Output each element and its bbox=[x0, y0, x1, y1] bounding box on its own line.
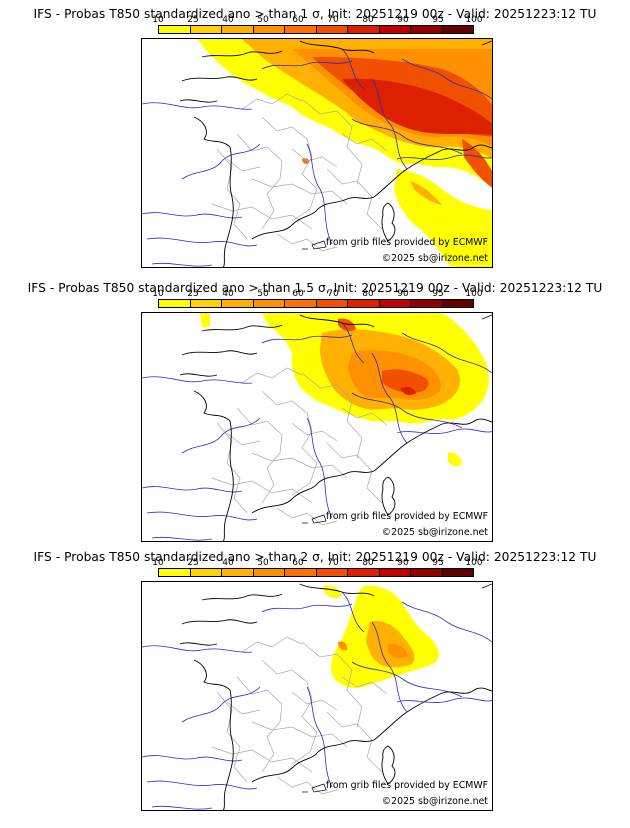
colorbar-segment bbox=[222, 26, 254, 33]
tick-label: 70 bbox=[327, 15, 339, 25]
colorbar-segment bbox=[379, 26, 411, 33]
colorbar-segment bbox=[190, 569, 222, 576]
tick-label: 100 bbox=[465, 289, 483, 299]
colorbar-ticks: 10 25 40 50 60 70 80 90 95 100 bbox=[152, 558, 482, 568]
tick-label: 60 bbox=[292, 289, 304, 299]
tick-label: 50 bbox=[257, 289, 269, 299]
colorbar-segment bbox=[285, 569, 317, 576]
panel-1: IFS - Probas T850 standardized ano > tha… bbox=[0, 0, 630, 268]
colorbar-segment bbox=[348, 569, 380, 576]
panel-title: IFS - Probas T850 standardized ano > tha… bbox=[33, 550, 597, 564]
colorbar bbox=[158, 299, 474, 308]
colorbar-segment bbox=[442, 26, 473, 33]
colorbar-segment bbox=[316, 569, 348, 576]
colorbar-segment bbox=[253, 569, 285, 576]
colorbar bbox=[158, 568, 474, 577]
colorbar-segment bbox=[159, 300, 191, 307]
tick-label: 80 bbox=[362, 558, 374, 568]
tick-label: 25 bbox=[187, 558, 199, 568]
tick-label: 70 bbox=[327, 289, 339, 299]
tick-label: 25 bbox=[187, 15, 199, 25]
tick-label: 60 bbox=[292, 15, 304, 25]
tick-label: 40 bbox=[222, 558, 234, 568]
colorbar-segment bbox=[190, 300, 222, 307]
probability-map: from grib files provided by ECMWF ©2025 … bbox=[141, 312, 493, 542]
colorbar-segment bbox=[190, 26, 222, 33]
tick-label: 90 bbox=[397, 15, 409, 25]
tick-label: 80 bbox=[362, 289, 374, 299]
panel-2: IFS - Probas T850 standardized ano > tha… bbox=[0, 274, 630, 542]
tick-label: 90 bbox=[397, 558, 409, 568]
colorbar-segment bbox=[159, 569, 191, 576]
tick-label: 50 bbox=[257, 558, 269, 568]
colorbar-segment bbox=[442, 300, 473, 307]
tick-label: 95 bbox=[432, 15, 444, 25]
copyright: ©2025 sb@irizone.net bbox=[381, 527, 488, 538]
tick-label: 90 bbox=[397, 289, 409, 299]
colorbar-segment bbox=[285, 26, 317, 33]
colorbar-segment bbox=[222, 569, 254, 576]
data-credit: from grib files provided by ECMWF bbox=[325, 780, 488, 791]
tick-label: 100 bbox=[465, 15, 483, 25]
colorbar-segment bbox=[253, 26, 285, 33]
colorbar-segment bbox=[316, 26, 348, 33]
data-credit: from grib files provided by ECMWF bbox=[325, 237, 488, 248]
colorbar-segment bbox=[411, 300, 443, 307]
colorbar-segment bbox=[348, 300, 380, 307]
data-credit: from grib files provided by ECMWF bbox=[325, 511, 488, 522]
tick-label: 50 bbox=[257, 15, 269, 25]
tick-label: 10 bbox=[152, 558, 164, 568]
colorbar-segment bbox=[222, 300, 254, 307]
copyright: ©2025 sb@irizone.net bbox=[381, 253, 488, 264]
colorbar-ticks: 10 25 40 50 60 70 80 90 95 100 bbox=[152, 289, 482, 299]
colorbar-segment bbox=[316, 300, 348, 307]
panel-3: IFS - Probas T850 standardized ano > tha… bbox=[0, 543, 630, 811]
probability-field bbox=[324, 585, 439, 688]
panel-title: IFS - Probas T850 standardized ano > tha… bbox=[27, 281, 603, 295]
tick-label: 40 bbox=[222, 289, 234, 299]
tick-label: 60 bbox=[292, 558, 304, 568]
tick-label: 25 bbox=[187, 289, 199, 299]
colorbar-segment bbox=[285, 300, 317, 307]
colorbar-segment bbox=[253, 300, 285, 307]
probability-field bbox=[200, 313, 489, 467]
tick-label: 70 bbox=[327, 558, 339, 568]
tick-label: 10 bbox=[152, 289, 164, 299]
colorbar-segment bbox=[348, 26, 380, 33]
probability-field bbox=[197, 39, 492, 267]
tick-label: 80 bbox=[362, 15, 374, 25]
tick-label: 100 bbox=[465, 558, 483, 568]
tick-label: 40 bbox=[222, 15, 234, 25]
probability-map: from grib files provided by ECMWF ©2025 … bbox=[141, 38, 493, 268]
colorbar-segment bbox=[411, 26, 443, 33]
tick-label: 95 bbox=[432, 558, 444, 568]
probability-map: from grib files provided by ECMWF ©2025 … bbox=[141, 581, 493, 811]
colorbar-segment bbox=[442, 569, 473, 576]
colorbar-segment bbox=[379, 300, 411, 307]
panel-title: IFS - Probas T850 standardized ano > tha… bbox=[33, 7, 597, 21]
colorbar-ticks: 10 25 40 50 60 70 80 90 95 100 bbox=[152, 15, 482, 25]
tick-label: 95 bbox=[432, 289, 444, 299]
copyright: ©2025 sb@irizone.net bbox=[381, 796, 488, 807]
tick-label: 10 bbox=[152, 15, 164, 25]
colorbar-segment bbox=[159, 26, 191, 33]
colorbar-segment bbox=[411, 569, 443, 576]
colorbar-segment bbox=[379, 569, 411, 576]
colorbar bbox=[158, 25, 474, 34]
